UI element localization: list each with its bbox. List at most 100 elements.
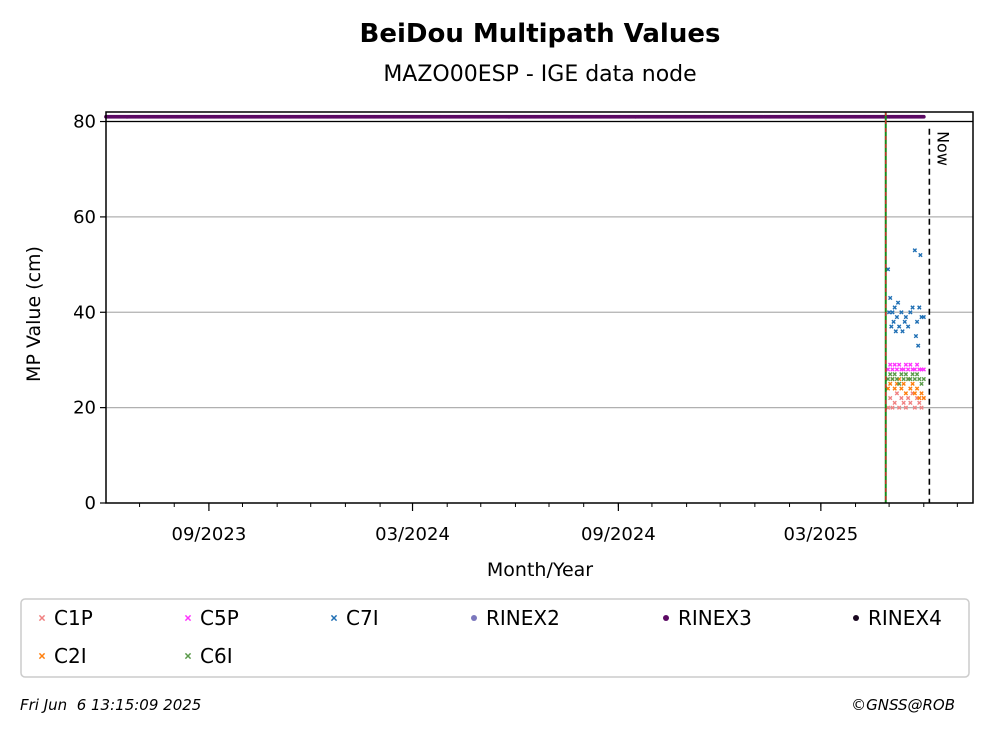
marker-stroke bbox=[892, 372, 897, 377]
x-tick-label: 03/2025 bbox=[783, 524, 858, 545]
marker-stroke bbox=[896, 381, 902, 386]
legend-marker bbox=[184, 614, 192, 622]
marker-stroke bbox=[893, 329, 899, 334]
footer-timestamp: Fri Jun 6 13:15:09 2025 bbox=[20, 696, 201, 714]
x-tick-label: 03/2024 bbox=[375, 524, 450, 545]
marker-stroke bbox=[900, 329, 905, 334]
point-c1p bbox=[917, 400, 922, 406]
point-c2i bbox=[917, 395, 922, 401]
marker-stroke bbox=[896, 405, 902, 410]
legend-label: RINEX2 bbox=[486, 606, 560, 630]
marker-stroke bbox=[901, 381, 906, 386]
marker-stroke bbox=[889, 324, 894, 329]
point-c6i bbox=[921, 376, 926, 382]
point-c7i bbox=[915, 343, 921, 348]
marker-stroke bbox=[903, 362, 909, 367]
point-c7i bbox=[888, 295, 893, 301]
marker-stroke bbox=[892, 305, 897, 310]
marker-stroke bbox=[888, 372, 893, 377]
marker-stroke bbox=[903, 405, 909, 410]
now-label: Now bbox=[933, 131, 952, 166]
marker-stroke bbox=[899, 386, 904, 391]
marker-stroke bbox=[913, 333, 919, 339]
reference-lines bbox=[884, 112, 931, 503]
y-tick-label: 80 bbox=[73, 112, 96, 133]
gridlines bbox=[106, 120, 973, 409]
point-c5p bbox=[894, 367, 900, 372]
point-c1p bbox=[892, 400, 897, 406]
marker-stroke bbox=[908, 386, 913, 391]
marker-stroke bbox=[919, 391, 924, 396]
legend-marker bbox=[663, 615, 669, 621]
point-c2i bbox=[888, 381, 893, 386]
marker-stroke bbox=[914, 386, 920, 391]
point-c1p bbox=[885, 405, 891, 410]
point-c1p bbox=[888, 395, 893, 401]
marker-stroke bbox=[892, 400, 897, 406]
legend-item-rinex3: RINEX3 bbox=[663, 606, 752, 630]
point-c7i bbox=[896, 324, 902, 329]
marker-stroke bbox=[901, 367, 906, 372]
data-points bbox=[885, 248, 926, 410]
marker-stroke bbox=[888, 362, 893, 367]
point-c6i bbox=[894, 376, 900, 382]
point-c7i bbox=[902, 319, 907, 324]
chart-title: BeiDou Multipath Values bbox=[360, 19, 721, 49]
marker-stroke bbox=[894, 391, 900, 396]
marker-stroke bbox=[914, 319, 920, 324]
point-c5p bbox=[892, 362, 897, 367]
point-c7i bbox=[900, 329, 905, 334]
point-c5p bbox=[896, 362, 902, 367]
footer-credit: ©GNSS@ROB bbox=[851, 696, 955, 714]
legend-box bbox=[20, 598, 970, 678]
point-c7i bbox=[893, 329, 899, 334]
rinex3-point bbox=[921, 114, 926, 119]
point-c6i bbox=[912, 376, 918, 382]
point-c7i bbox=[908, 310, 913, 315]
marker-stroke bbox=[917, 376, 922, 382]
point-c6i bbox=[899, 372, 904, 377]
point-c1p bbox=[919, 405, 924, 410]
marker-stroke bbox=[910, 305, 915, 310]
point-c1p bbox=[912, 405, 918, 410]
point-c6i bbox=[908, 376, 913, 382]
legend-marker bbox=[471, 615, 477, 621]
marker-stroke bbox=[888, 381, 893, 386]
point-c2i bbox=[919, 391, 924, 396]
point-c2i bbox=[908, 386, 913, 391]
marker-stroke bbox=[921, 314, 926, 320]
point-c6i bbox=[890, 376, 895, 382]
point-c5p bbox=[903, 362, 909, 367]
legend: C1P C5P C7I RINEX2 RINEX3 RINEX4 C2I C6I bbox=[38, 606, 942, 668]
marker-stroke bbox=[885, 267, 891, 272]
point-c7i bbox=[914, 319, 920, 324]
marker-stroke bbox=[914, 362, 920, 367]
marker-stroke bbox=[917, 395, 922, 401]
point-c7i bbox=[886, 310, 892, 315]
plot-frame bbox=[105, 111, 974, 504]
marker-stroke bbox=[899, 372, 904, 377]
point-c5p bbox=[921, 367, 926, 372]
marker-stroke bbox=[891, 319, 896, 324]
point-c7i bbox=[899, 310, 904, 315]
marker-stroke bbox=[896, 362, 902, 367]
point-c7i bbox=[895, 300, 901, 305]
point-c6i bbox=[896, 381, 902, 386]
legend-item-c2i: C2I bbox=[38, 644, 87, 668]
marker-stroke bbox=[903, 391, 909, 396]
marker-stroke bbox=[899, 310, 904, 315]
point-c2i bbox=[912, 391, 918, 396]
point-c6i bbox=[910, 372, 915, 377]
legend-label: C7I bbox=[346, 606, 379, 630]
marker-stroke bbox=[908, 310, 913, 315]
point-c7i bbox=[918, 252, 923, 258]
marker-stroke bbox=[921, 367, 926, 372]
point-c5p bbox=[905, 367, 911, 372]
point-c6i bbox=[903, 372, 909, 377]
marker-stroke bbox=[918, 252, 923, 258]
marker-stroke bbox=[885, 386, 891, 391]
point-c2i bbox=[885, 386, 891, 391]
point-c7i bbox=[910, 305, 915, 310]
point-c7i bbox=[892, 305, 897, 310]
